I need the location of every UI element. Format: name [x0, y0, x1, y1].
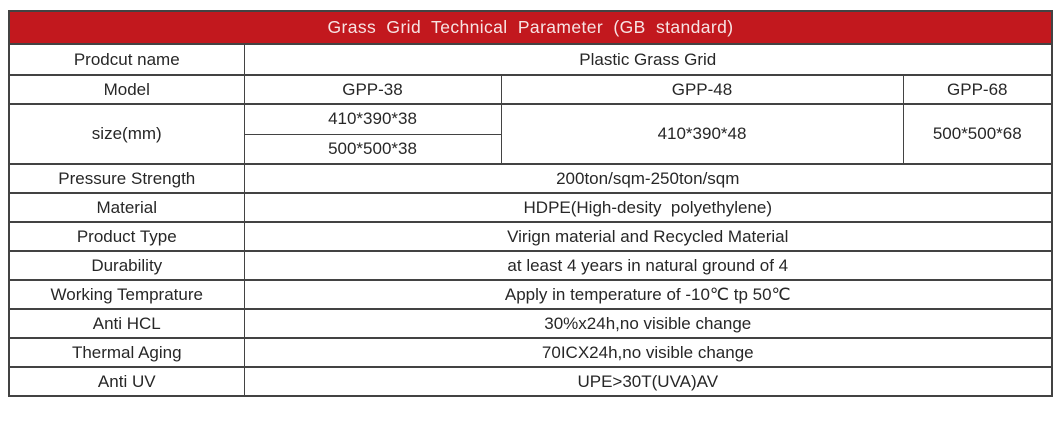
- row-label-thermal-aging: Thermal Aging: [8, 337, 245, 368]
- row-value-product-type: Virign material and Recycled Material: [243, 221, 1053, 252]
- table-title: Grass Grid Technical Parameter (GB stand…: [8, 10, 1053, 45]
- table-row: Model GPP-38 GPP-48 GPP-68: [8, 74, 1053, 105]
- row-label-model: Model: [8, 74, 245, 105]
- model-value-gpp48: GPP-48: [500, 74, 904, 105]
- row-label-material: Material: [8, 192, 245, 223]
- row-label-anti-uv: Anti UV: [8, 366, 245, 397]
- row-label-durability: Durability: [8, 250, 245, 281]
- row-label-product-name: Prodcut name: [8, 43, 245, 76]
- table-row: Anti HCL 30%x24h,no visible change: [8, 308, 1053, 339]
- table-row: Thermal Aging 70ICX24h,no visible change: [8, 337, 1053, 368]
- row-label-anti-hcl: Anti HCL: [8, 308, 245, 339]
- row-value-durability: at least 4 years in natural ground of 4: [243, 250, 1053, 281]
- table-row: Durability at least 4 years in natural g…: [8, 250, 1053, 281]
- row-label-pressure-strength: Pressure Strength: [8, 163, 245, 194]
- size-value-gpp38-b: 500*500*38: [243, 133, 502, 165]
- table-row: size(mm) 410*390*38 410*390*48 500*500*6…: [8, 103, 1053, 165]
- table-row: 500*500*38: [9, 133, 1052, 165]
- table-row: Pressure Strength 200ton/sqm-250ton/sqm: [8, 163, 1053, 194]
- row-value-anti-uv: UPE>30T(UVA)AV: [243, 366, 1053, 397]
- row-value-thermal-aging: 70ICX24h,no visible change: [243, 337, 1053, 368]
- row-label-size: size(mm): [8, 103, 245, 165]
- size-value-gpp38-a: 410*390*38: [243, 103, 502, 135]
- row-value-pressure-strength: 200ton/sqm-250ton/sqm: [243, 163, 1053, 194]
- model-value-gpp68: GPP-68: [902, 74, 1053, 105]
- table-row: Working Temprature Apply in temperature …: [8, 279, 1053, 310]
- row-value-working-temprature: Apply in temperature of -10℃ tp 50℃: [243, 279, 1053, 310]
- table-row: Anti UV UPE>30T(UVA)AV: [8, 366, 1053, 397]
- table-row: Product Type Virign material and Recycle…: [8, 221, 1053, 252]
- row-value-material: HDPE(High-desity polyethylene): [243, 192, 1053, 223]
- row-value-anti-hcl: 30%x24h,no visible change: [243, 308, 1053, 339]
- row-label-working-temprature: Working Temprature: [8, 279, 245, 310]
- size-value-gpp48: 410*390*48: [500, 103, 904, 165]
- row-value-product-name: Plastic Grass Grid: [243, 43, 1053, 76]
- size-value-gpp68: 500*500*68: [902, 103, 1053, 165]
- title-row: Grass Grid Technical Parameter (GB stand…: [8, 10, 1053, 45]
- table-row: Material HDPE(High-desity polyethylene): [8, 192, 1053, 223]
- spec-table: Grass Grid Technical Parameter (GB stand…: [8, 10, 1054, 397]
- model-value-gpp38: GPP-38: [243, 74, 502, 105]
- table-row: Prodcut name Plastic Grass Grid: [8, 43, 1053, 76]
- row-label-product-type: Product Type: [8, 221, 245, 252]
